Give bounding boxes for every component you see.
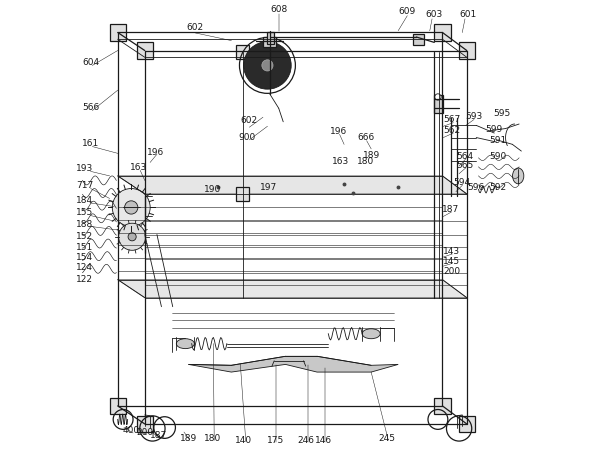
Text: 190: 190 <box>204 185 221 194</box>
Text: 591: 591 <box>490 136 507 145</box>
Text: 189: 189 <box>362 151 380 160</box>
Circle shape <box>435 94 441 100</box>
Bar <box>459 416 475 432</box>
Text: 196: 196 <box>147 148 164 157</box>
Text: 246: 246 <box>298 436 315 445</box>
Text: 187: 187 <box>150 431 167 440</box>
Circle shape <box>124 201 138 214</box>
Text: 155: 155 <box>76 208 93 217</box>
Text: 193: 193 <box>76 164 93 173</box>
Text: 154: 154 <box>76 253 93 262</box>
Bar <box>236 187 249 201</box>
Ellipse shape <box>512 168 524 184</box>
Text: 594: 594 <box>453 178 470 187</box>
Text: 604: 604 <box>82 58 99 67</box>
Bar <box>136 42 153 59</box>
Bar <box>109 398 126 414</box>
Text: 595: 595 <box>493 109 511 118</box>
Bar <box>263 37 276 47</box>
Text: 400: 400 <box>123 426 140 435</box>
Text: 163: 163 <box>130 163 148 172</box>
Text: 152: 152 <box>76 232 93 241</box>
Circle shape <box>243 41 291 89</box>
Text: 175: 175 <box>267 436 283 445</box>
Bar <box>267 32 274 44</box>
Text: 140: 140 <box>236 436 252 445</box>
Circle shape <box>118 223 146 250</box>
Ellipse shape <box>176 339 194 349</box>
Text: 151: 151 <box>76 243 93 252</box>
Circle shape <box>262 60 273 71</box>
Text: 184: 184 <box>76 196 93 205</box>
Text: 143: 143 <box>443 247 460 256</box>
Text: 200: 200 <box>136 428 153 437</box>
Text: 592: 592 <box>489 183 506 192</box>
Text: 590: 590 <box>489 152 506 161</box>
Circle shape <box>112 189 150 226</box>
Text: 566: 566 <box>82 103 99 112</box>
Bar <box>136 416 153 432</box>
Text: 717: 717 <box>76 181 93 190</box>
Polygon shape <box>188 356 398 372</box>
Text: 601: 601 <box>459 10 477 19</box>
Text: 603: 603 <box>426 10 443 19</box>
Text: 608: 608 <box>270 5 287 14</box>
Text: 187: 187 <box>441 205 459 214</box>
Text: 567: 567 <box>444 115 461 124</box>
Bar <box>459 42 475 59</box>
Text: 180: 180 <box>204 434 221 443</box>
Text: 900: 900 <box>239 133 256 142</box>
Circle shape <box>128 233 136 241</box>
Text: 124: 124 <box>77 263 93 272</box>
Text: 188: 188 <box>76 220 93 229</box>
Text: 593: 593 <box>465 112 483 121</box>
Text: 602: 602 <box>240 116 257 125</box>
Bar <box>109 24 126 41</box>
Text: 602: 602 <box>187 23 204 32</box>
Text: 200: 200 <box>443 267 460 276</box>
Text: 565: 565 <box>456 161 474 170</box>
Text: 599: 599 <box>485 125 502 134</box>
Text: 596: 596 <box>467 183 484 192</box>
Text: 146: 146 <box>315 436 332 445</box>
Text: 189: 189 <box>180 434 197 443</box>
Bar <box>434 24 450 41</box>
Text: 161: 161 <box>82 139 99 148</box>
Text: 180: 180 <box>357 157 374 166</box>
Text: 122: 122 <box>77 275 93 284</box>
Bar <box>236 45 249 59</box>
Text: 245: 245 <box>379 434 395 443</box>
Polygon shape <box>118 176 467 194</box>
Text: 145: 145 <box>443 257 460 266</box>
Text: 196: 196 <box>330 127 347 136</box>
Text: 564: 564 <box>456 152 474 161</box>
Bar <box>434 398 450 414</box>
Bar <box>434 95 443 113</box>
Bar <box>413 34 424 45</box>
Text: 562: 562 <box>444 126 461 135</box>
Ellipse shape <box>362 329 380 339</box>
Text: 609: 609 <box>399 7 416 16</box>
Polygon shape <box>118 280 467 298</box>
Text: 197: 197 <box>260 183 277 192</box>
Text: 666: 666 <box>357 133 374 142</box>
Text: 163: 163 <box>332 157 349 166</box>
